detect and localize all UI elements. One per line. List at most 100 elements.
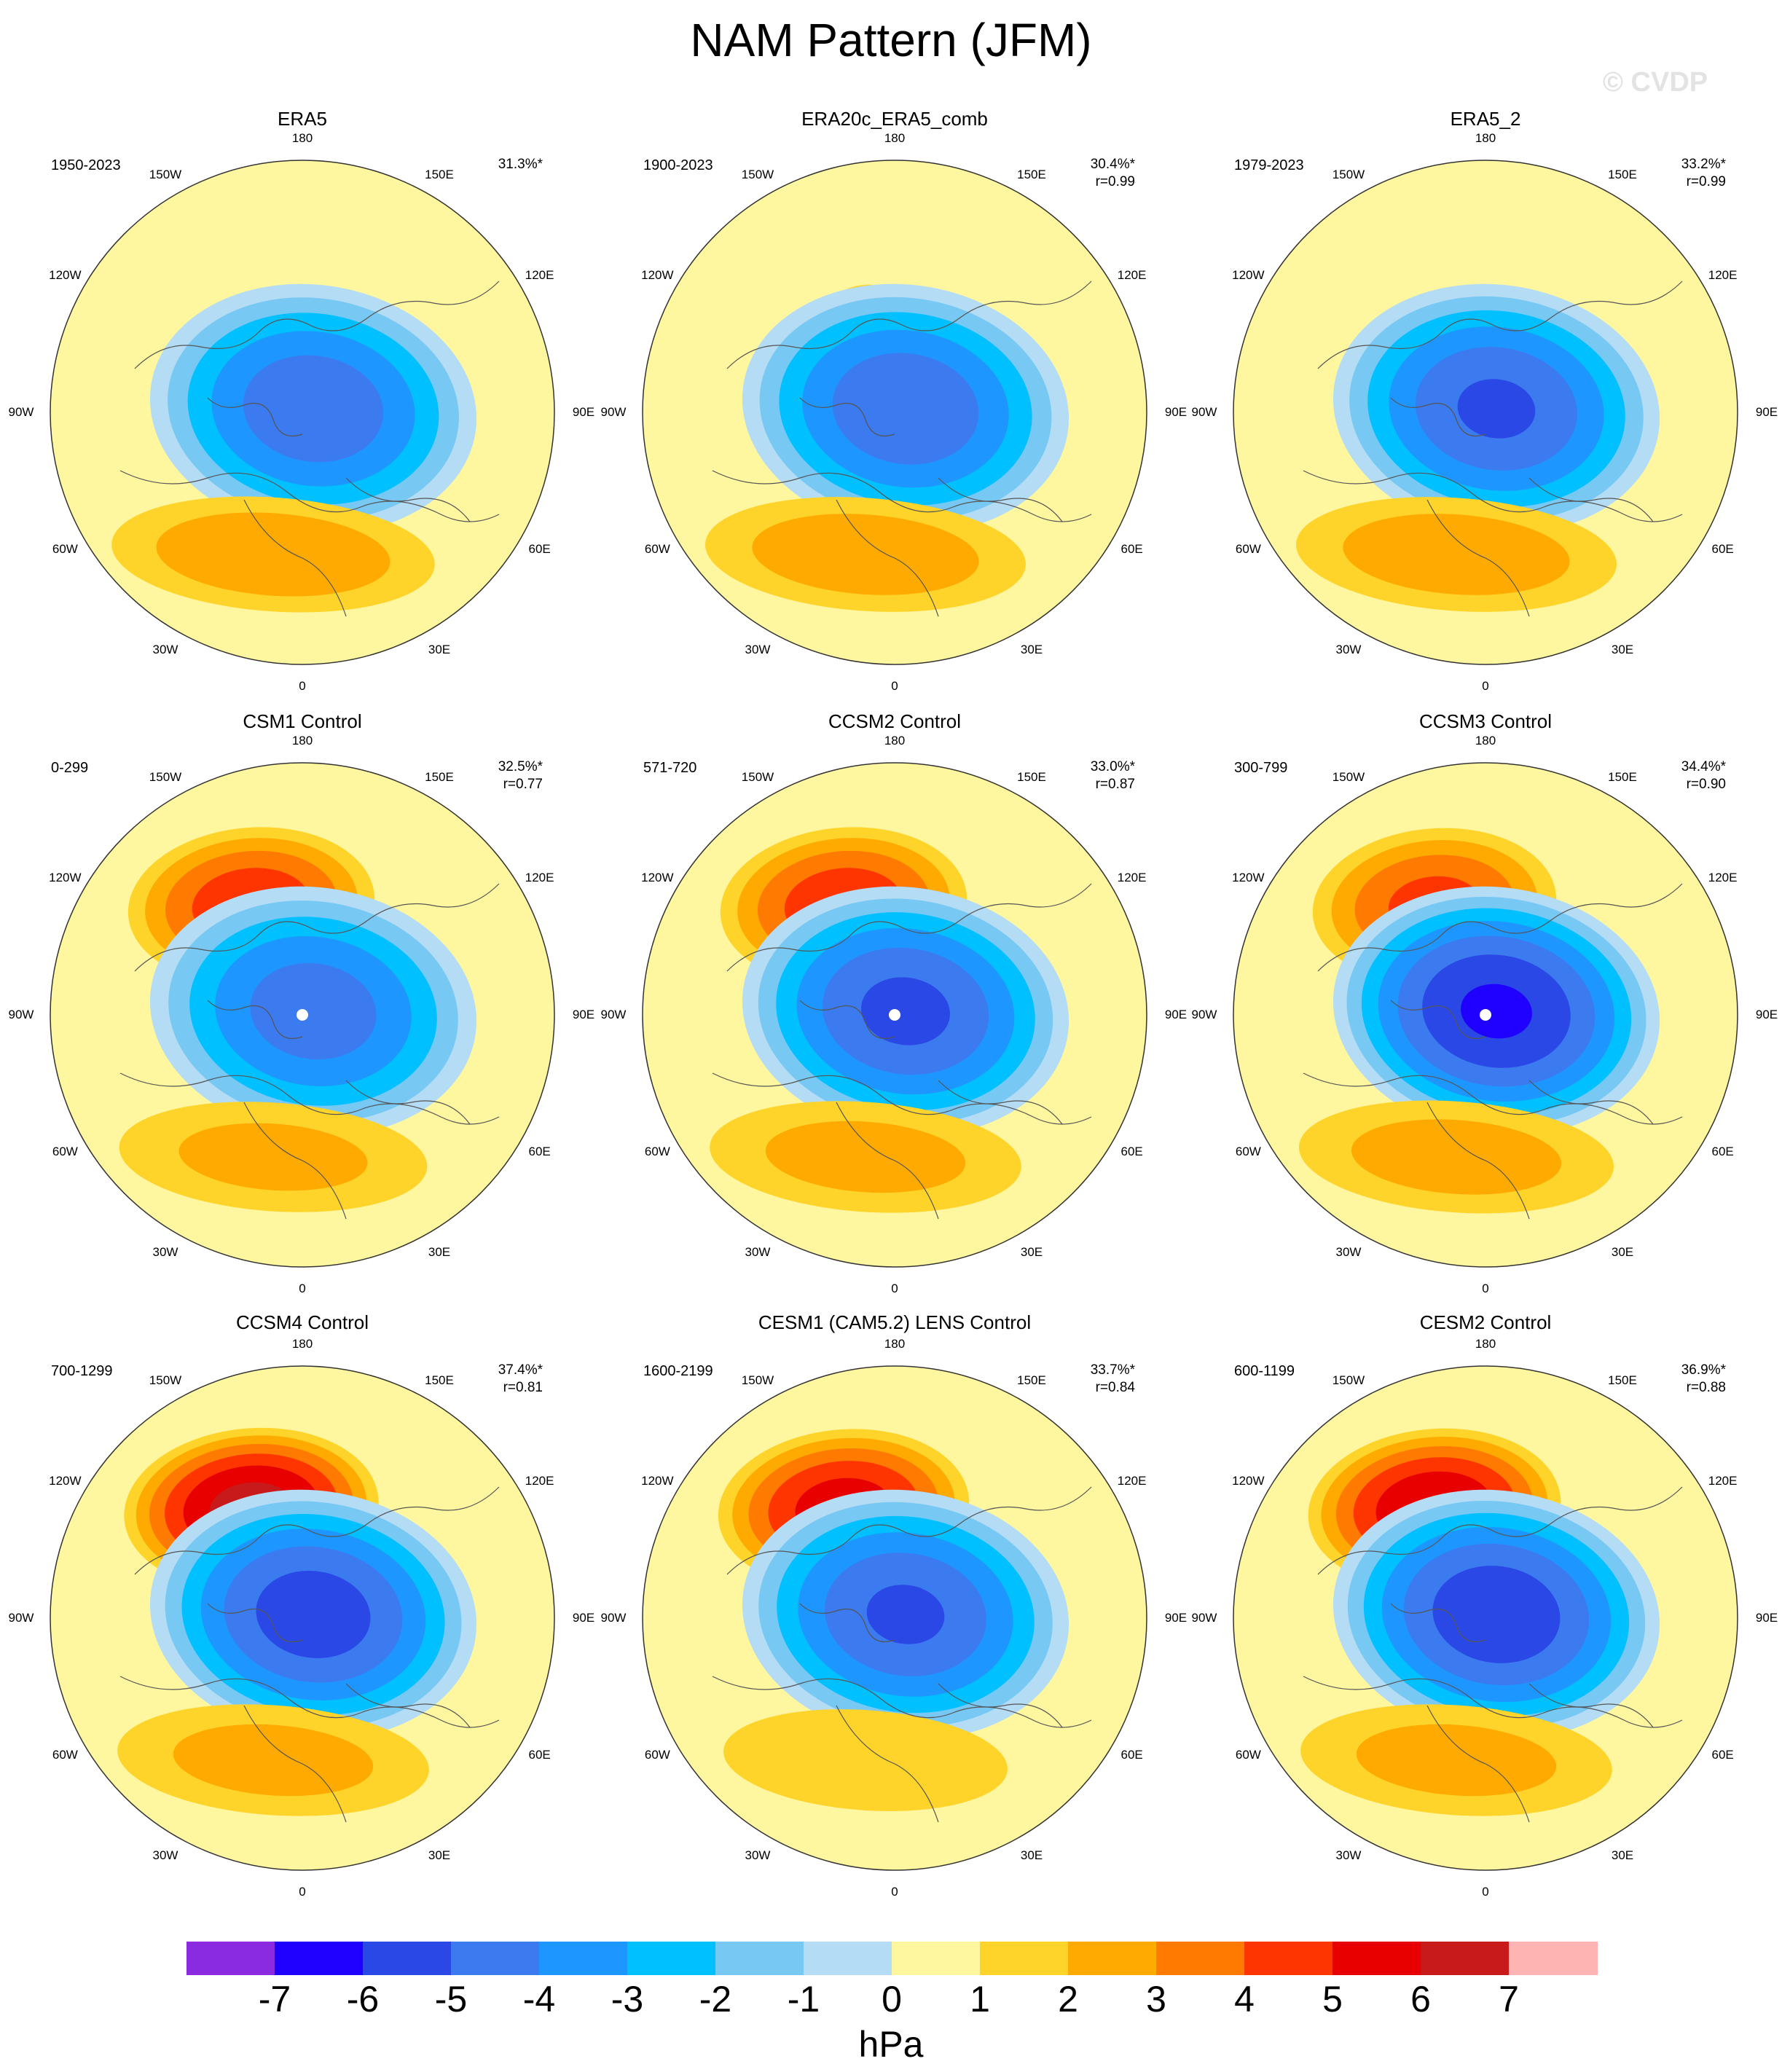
arctic-low — [742, 283, 1069, 534]
explained-variance: 32.5%* — [498, 759, 543, 774]
panel-period: 700-1299 — [51, 1363, 113, 1379]
contour-level — [256, 1570, 371, 1659]
longitude-label: 30E — [1020, 642, 1043, 656]
arctic-low — [149, 886, 477, 1137]
polar-map — [642, 762, 1147, 1268]
longitude-label: 90W — [600, 405, 627, 419]
longitude-label: 180 — [291, 734, 313, 747]
longitude-label: 120E — [1708, 1474, 1738, 1488]
colorbar-tick-label: 4 — [1234, 1979, 1255, 2020]
longitude-label: 30E — [1611, 1848, 1634, 1862]
longitude-label: 90W — [1191, 405, 1217, 419]
panel-title: ERA5 — [278, 108, 327, 130]
longitude-label: 30E — [428, 642, 451, 656]
arctic-low — [149, 283, 477, 534]
arctic-low — [1332, 283, 1660, 534]
longitude-label: 90E — [1164, 1008, 1188, 1021]
longitude-label: 90W — [600, 1611, 627, 1625]
longitude-label: 0 — [891, 1885, 898, 1899]
longitude-label: 60W — [1235, 542, 1261, 556]
longitude-label: 0 — [1482, 1282, 1489, 1295]
polar-map — [50, 762, 555, 1268]
longitude-label: 150E — [425, 770, 454, 785]
longitude-label: 120W — [641, 268, 674, 282]
arctic-low — [742, 886, 1069, 1137]
colorbar-tick-label: -2 — [699, 1979, 732, 2020]
longitude-label: 150E — [425, 1373, 454, 1388]
longitude-label: 90E — [1755, 1611, 1778, 1625]
explained-variance: 37.4%* — [498, 1362, 543, 1378]
map-boundary — [642, 762, 1147, 1268]
panel-title: CCSM3 Control — [1418, 710, 1553, 732]
coastline — [119, 280, 500, 617]
longitude-label: 60W — [1235, 1145, 1261, 1158]
longitude-label: 120W — [49, 268, 82, 282]
atlantic-high — [723, 1709, 1008, 1811]
pattern-correlation: r=0.87 — [1095, 777, 1135, 792]
colorbar-swatch — [715, 1942, 804, 1975]
longitude-label: 120E — [525, 268, 554, 282]
longitude-label: 150W — [1332, 770, 1365, 785]
longitude-label: 150W — [741, 1373, 774, 1388]
longitude-label: 60W — [52, 1145, 78, 1158]
longitude-label: 30W — [1335, 1244, 1362, 1259]
longitude-label: 180 — [884, 734, 906, 747]
longitude-label: 150W — [741, 770, 774, 785]
polar-map — [1233, 160, 1738, 665]
longitude-label: 60W — [52, 1748, 78, 1762]
arctic-low — [149, 1489, 477, 1740]
longitude-label: 120E — [525, 1474, 554, 1488]
longitude-label: 90E — [1755, 1008, 1778, 1021]
longitude-label: 60E — [1120, 1748, 1143, 1762]
pattern-correlation: r=0.99 — [1095, 174, 1135, 189]
contour-level — [752, 514, 979, 595]
explained-variance: 36.9%* — [1681, 1362, 1726, 1378]
longitude-label: 30W — [1335, 642, 1362, 656]
explained-variance: 30.4%* — [1090, 157, 1135, 172]
explained-variance: 31.3%* — [498, 157, 543, 172]
coastline — [712, 1486, 1092, 1823]
map-boundary — [50, 1365, 555, 1871]
panel-variance: 37.4%* r=0.81 — [426, 1362, 543, 1397]
panel-title: CESM1 (CAM5.2) LENS Control — [758, 1311, 1032, 1333]
colorbar-units: hPa — [858, 2024, 924, 2065]
polar-map — [642, 1365, 1147, 1871]
pattern-correlation: r=0.84 — [1095, 1380, 1135, 1395]
contour-level — [1432, 1566, 1561, 1663]
longitude-label: 30E — [428, 1848, 451, 1862]
atlantic-high — [117, 1704, 429, 1816]
atlantic-high — [1296, 497, 1617, 612]
colorbar — [187, 1942, 1598, 1975]
longitude-label: 120W — [1232, 268, 1265, 282]
coastline — [1303, 1486, 1683, 1823]
longitude-label: 150E — [1017, 1373, 1046, 1388]
longitude-label: 150E — [1017, 770, 1046, 785]
panel-variance: 36.9%* r=0.88 — [1609, 1362, 1726, 1397]
longitude-label: 30E — [1020, 1244, 1043, 1259]
longitude-label: 0 — [1482, 679, 1489, 693]
longitude-label: 60W — [52, 542, 78, 556]
colorbar-tick-label: 7 — [1499, 1979, 1519, 2020]
longitude-label: 180 — [1475, 734, 1496, 747]
polar-map — [642, 160, 1147, 665]
contour-level — [1351, 1119, 1562, 1195]
panel-period: 0-299 — [51, 760, 89, 776]
panel-variance: 32.5%* r=0.77 — [426, 758, 543, 793]
longitude-label: 90W — [8, 405, 34, 419]
longitude-label: 0 — [891, 679, 898, 693]
panel-title: CSM1 Control — [243, 710, 362, 732]
panel-period: 1950-2023 — [51, 157, 121, 173]
contour-level — [861, 977, 950, 1045]
colorbar-swatch — [804, 1942, 892, 1975]
coastline — [1303, 883, 1683, 1220]
panel-period: 1979-2023 — [1234, 157, 1304, 173]
coastline — [119, 1486, 500, 1823]
colorbar-swatch — [1332, 1942, 1421, 1975]
arctic-low — [742, 1489, 1069, 1740]
panel-title: ERA20c_ERA5_comb — [801, 108, 988, 130]
arctic-low — [1332, 1489, 1660, 1740]
colorbar-tick-label: -7 — [258, 1979, 291, 2020]
colorbar-tick-label: 0 — [882, 1979, 902, 2020]
contour-level — [1457, 379, 1536, 439]
polar-map — [1233, 1365, 1738, 1871]
